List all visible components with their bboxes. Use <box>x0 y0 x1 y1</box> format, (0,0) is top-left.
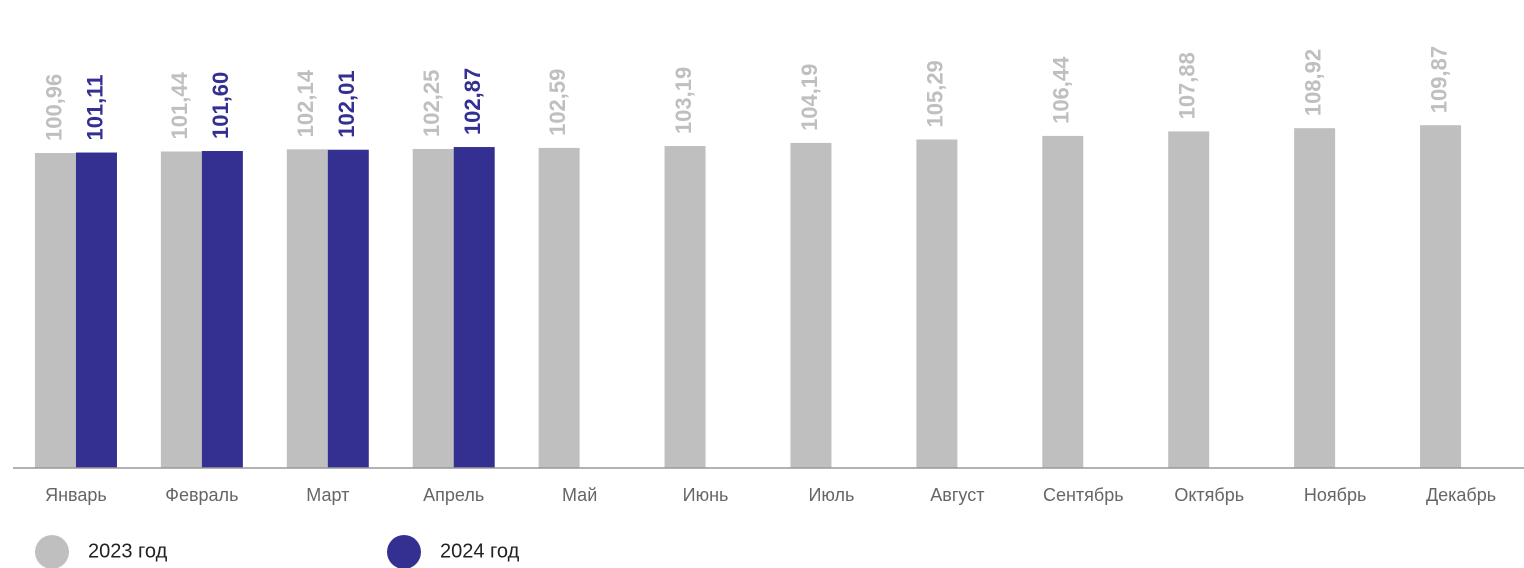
data-label: 105,29 <box>923 60 948 127</box>
data-label: 101,44 <box>167 71 192 139</box>
data-label: 102,14 <box>293 69 318 137</box>
bar <box>1168 131 1210 468</box>
bar <box>1294 128 1336 468</box>
bar <box>453 147 495 468</box>
data-label: 102,01 <box>334 70 359 137</box>
data-label: 101,11 <box>82 74 107 140</box>
bar <box>1042 135 1084 468</box>
data-label: 102,25 <box>419 70 444 137</box>
data-label: 101,60 <box>208 72 233 139</box>
bar <box>538 147 580 469</box>
data-label: 104,19 <box>797 64 822 131</box>
bar <box>160 151 202 468</box>
x-tick-label: Апрель <box>423 485 484 505</box>
x-tick-label: Май <box>562 485 597 505</box>
x-tick-label: Сентябрь <box>1043 485 1124 505</box>
data-label: 102,87 <box>460 68 485 135</box>
bar <box>34 153 76 468</box>
data-label: 100,96 <box>41 74 66 141</box>
bar <box>75 152 117 468</box>
legend-label: 2023 год <box>88 540 168 562</box>
legend-label: 2024 год <box>440 540 520 562</box>
data-label: 102,59 <box>545 69 570 136</box>
bar <box>412 148 454 469</box>
bar <box>664 146 706 469</box>
x-tick-label: Октябрь <box>1174 485 1244 505</box>
x-tick-label: Январь <box>45 485 107 505</box>
data-label: 108,92 <box>1300 49 1325 116</box>
bar <box>916 139 958 469</box>
bar <box>1420 125 1462 468</box>
x-tick-label: Февраль <box>165 485 238 505</box>
bar <box>201 151 243 468</box>
data-label: 107,88 <box>1175 52 1200 119</box>
data-label: 106,44 <box>1049 56 1074 124</box>
x-tick-label: Ноябрь <box>1304 485 1366 505</box>
legend-marker <box>35 535 69 568</box>
x-tick-label: Август <box>930 485 984 505</box>
legend-marker <box>387 535 421 568</box>
data-label: 109,87 <box>1426 46 1451 113</box>
bar <box>286 149 328 469</box>
data-label: 103,19 <box>671 67 696 134</box>
x-tick-label: Июль <box>808 485 854 505</box>
x-tick-label: Март <box>306 485 349 505</box>
bar <box>327 149 369 468</box>
x-tick-label: Июнь <box>683 485 729 505</box>
x-tick-label: Декабрь <box>1426 485 1496 505</box>
bar <box>790 142 832 469</box>
